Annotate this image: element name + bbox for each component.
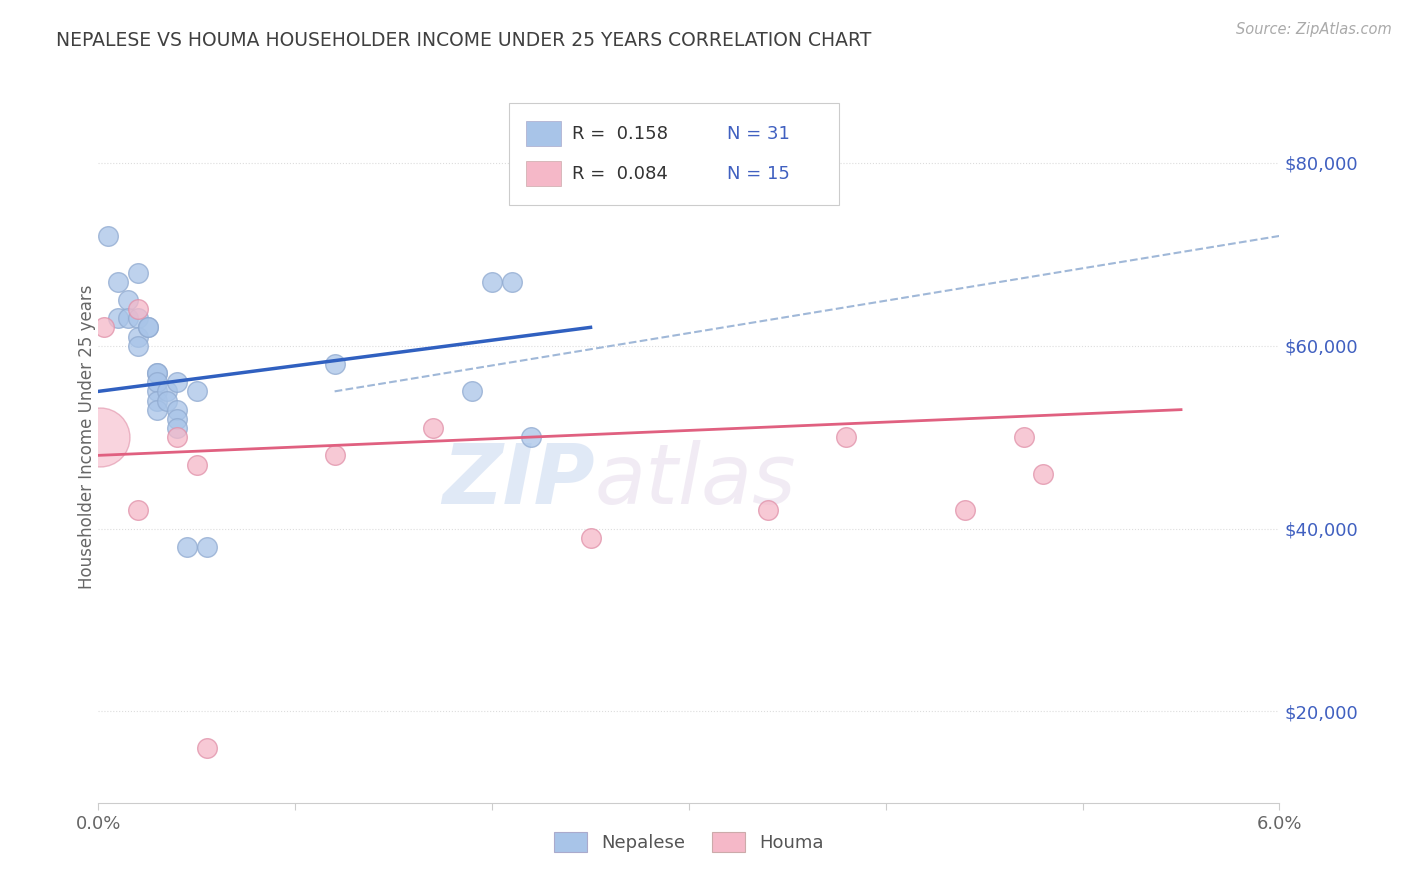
Point bbox=[835, 430, 858, 444]
Point bbox=[127, 338, 149, 352]
Point bbox=[776, 155, 799, 169]
Point bbox=[136, 320, 159, 334]
Point bbox=[481, 275, 503, 289]
Point bbox=[1032, 467, 1054, 481]
Point bbox=[323, 357, 346, 371]
Legend: Nepalese, Houma: Nepalese, Houma bbox=[547, 824, 831, 860]
Point bbox=[176, 540, 198, 554]
Point bbox=[97, 228, 120, 243]
Text: N = 15: N = 15 bbox=[727, 165, 790, 183]
Text: atlas: atlas bbox=[595, 441, 796, 522]
Point bbox=[127, 265, 149, 279]
Point bbox=[107, 275, 129, 289]
Point bbox=[195, 740, 218, 755]
Point bbox=[422, 421, 444, 435]
Point bbox=[156, 384, 179, 399]
Point bbox=[461, 384, 484, 399]
Point bbox=[1012, 430, 1035, 444]
Point bbox=[156, 393, 179, 408]
Text: ZIP: ZIP bbox=[441, 441, 595, 522]
Point bbox=[166, 411, 188, 425]
Point bbox=[136, 320, 159, 334]
Point bbox=[186, 384, 208, 399]
Point bbox=[166, 375, 188, 389]
Point bbox=[127, 311, 149, 326]
Point bbox=[127, 329, 149, 343]
Point bbox=[107, 311, 129, 326]
Point bbox=[195, 540, 218, 554]
Text: Source: ZipAtlas.com: Source: ZipAtlas.com bbox=[1236, 22, 1392, 37]
Y-axis label: Householder Income Under 25 years: Householder Income Under 25 years bbox=[79, 285, 96, 590]
Point bbox=[146, 375, 169, 389]
Point bbox=[579, 531, 602, 545]
Point bbox=[146, 393, 169, 408]
Text: NEPALESE VS HOUMA HOUSEHOLDER INCOME UNDER 25 YEARS CORRELATION CHART: NEPALESE VS HOUMA HOUSEHOLDER INCOME UND… bbox=[56, 31, 872, 50]
Point bbox=[117, 293, 139, 307]
Point bbox=[166, 421, 188, 435]
Text: R =  0.158: R = 0.158 bbox=[572, 125, 668, 143]
Point bbox=[323, 448, 346, 462]
Text: R =  0.084: R = 0.084 bbox=[572, 165, 668, 183]
Point bbox=[166, 402, 188, 417]
Point bbox=[127, 301, 149, 316]
Point bbox=[501, 275, 523, 289]
Point bbox=[146, 384, 169, 399]
Point bbox=[146, 402, 169, 417]
Point bbox=[127, 503, 149, 517]
Point bbox=[146, 366, 169, 380]
Point bbox=[756, 503, 779, 517]
Point bbox=[93, 320, 115, 334]
Point bbox=[89, 430, 111, 444]
Point bbox=[186, 458, 208, 472]
Point bbox=[520, 430, 543, 444]
Text: N = 31: N = 31 bbox=[727, 125, 790, 143]
Point bbox=[146, 366, 169, 380]
Point bbox=[166, 430, 188, 444]
Point bbox=[117, 311, 139, 326]
Point bbox=[953, 503, 976, 517]
